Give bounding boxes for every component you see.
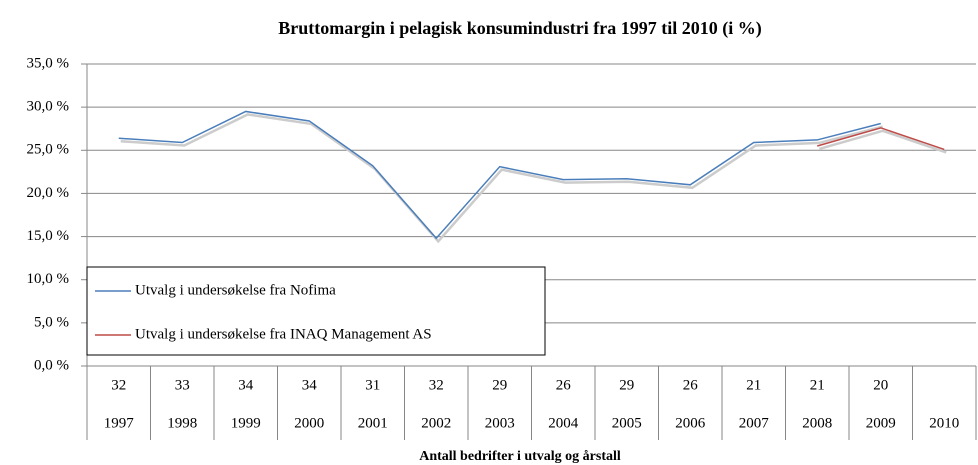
chart-title: Bruttomargin i pelagisk konsumindustri f… xyxy=(278,18,762,39)
count-label: 32 xyxy=(429,377,444,393)
x-tick-label: 2003 xyxy=(485,415,515,431)
x-tick-label: 2001 xyxy=(358,415,388,431)
x-tick-label: 2007 xyxy=(739,415,770,431)
y-tick-label: 10,0 % xyxy=(27,271,70,287)
count-label: 26 xyxy=(683,377,699,393)
x-tick-label: 2004 xyxy=(548,415,579,431)
y-tick-label: 5,0 % xyxy=(34,314,69,330)
count-label: 29 xyxy=(619,377,634,393)
x-tick-label: 1997 xyxy=(104,415,135,431)
count-label: 21 xyxy=(810,377,825,393)
count-label: 26 xyxy=(556,377,572,393)
legend-label: Utvalg i undersøkelse fra Nofima xyxy=(135,282,336,298)
x-tick-label: 2002 xyxy=(421,415,451,431)
count-label: 34 xyxy=(302,377,318,393)
x-tick-label: 2010 xyxy=(929,415,959,431)
count-label: 21 xyxy=(746,377,761,393)
count-label: 20 xyxy=(873,377,888,393)
y-tick-label: 35,0 % xyxy=(27,55,70,71)
y-tick-label: 20,0 % xyxy=(27,185,70,201)
count-label: 32 xyxy=(111,377,126,393)
y-tick-label: 30,0 % xyxy=(27,99,70,115)
line-shadow xyxy=(818,129,947,154)
x-tick-label: 1999 xyxy=(231,415,261,431)
x-tick-label: 2000 xyxy=(294,415,324,431)
x-tick-label: 2009 xyxy=(866,415,896,431)
legend-box xyxy=(86,266,546,356)
x-tick-label: 1998 xyxy=(167,415,197,431)
count-label: 31 xyxy=(365,377,380,393)
y-tick-label: 0,0 % xyxy=(34,357,69,373)
x-axis-label: Antall bedrifter i utvalg og årstall xyxy=(419,449,621,464)
y-tick-label: 15,0 % xyxy=(27,228,70,244)
x-tick-label: 2005 xyxy=(612,415,642,431)
line xyxy=(817,127,945,151)
x-tick-label: 2008 xyxy=(802,415,832,431)
count-label: 34 xyxy=(238,377,254,393)
line xyxy=(118,110,881,240)
y-tick-label: 25,0 % xyxy=(27,142,70,158)
line-shadow xyxy=(120,113,884,244)
count-label: 33 xyxy=(175,377,190,393)
count-label: 29 xyxy=(492,377,507,393)
legend-label: Utvalg i undersøkelse fra INAQ Managemen… xyxy=(135,326,432,342)
x-tick-label: 2006 xyxy=(675,415,706,431)
